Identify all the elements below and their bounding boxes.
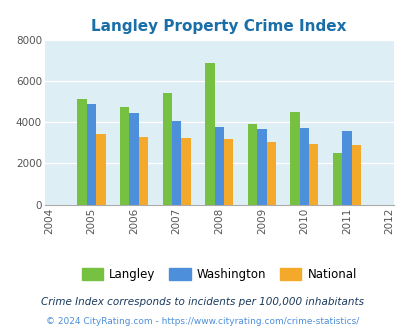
Bar — [96, 135, 105, 205]
Bar — [256, 129, 266, 205]
Legend: Langley, Washington, National: Langley, Washington, National — [77, 263, 360, 286]
Bar — [162, 93, 172, 205]
Bar — [77, 99, 87, 205]
Bar — [139, 137, 148, 205]
Bar — [205, 63, 214, 205]
Bar — [247, 124, 256, 205]
Text: © 2024 CityRating.com - https://www.cityrating.com/crime-statistics/: © 2024 CityRating.com - https://www.city… — [46, 317, 359, 326]
Bar — [224, 139, 233, 205]
Bar — [87, 104, 96, 205]
Bar — [181, 138, 190, 205]
Bar — [214, 127, 224, 205]
Bar — [120, 107, 129, 205]
Bar — [172, 121, 181, 205]
Bar — [341, 131, 351, 205]
Text: Crime Index corresponds to incidents per 100,000 inhabitants: Crime Index corresponds to incidents per… — [41, 297, 364, 307]
Title: Langley Property Crime Index: Langley Property Crime Index — [91, 19, 346, 34]
Bar — [332, 153, 341, 205]
Bar — [129, 113, 139, 205]
Bar — [290, 112, 299, 205]
Bar — [266, 142, 275, 205]
Bar — [299, 128, 308, 205]
Bar — [351, 145, 360, 205]
Bar — [308, 144, 318, 205]
